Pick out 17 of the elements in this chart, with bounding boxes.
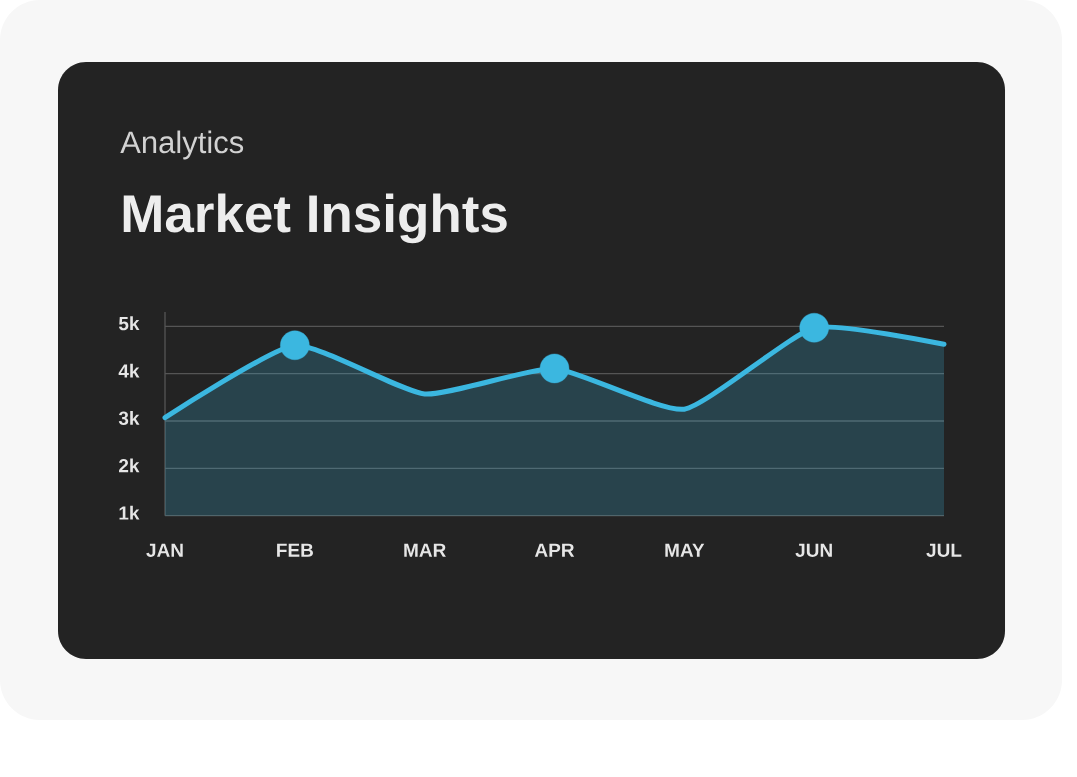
x-tick-label: JUL [926, 543, 962, 557]
point [799, 313, 829, 343]
x-tick-label: JAN [146, 543, 183, 557]
y-tick-label: 2k [119, 458, 140, 473]
y-tick-label: 1k [119, 505, 140, 520]
y-tick-label: 4k [118, 363, 140, 378]
y-tick-label: 3k [118, 411, 140, 426]
x-tick-label: MAR [404, 543, 446, 557]
y-tick-label: 5k [118, 316, 140, 331]
x-tick-label: MAY [665, 543, 705, 557]
point [539, 353, 570, 384]
x-tick-label: FEB [277, 543, 313, 557]
chart-title: Market Insights [123, 193, 507, 244]
chart-subtitle: Analytics [120, 130, 244, 160]
x-tick-label: JUN [795, 543, 832, 557]
x-tick-label: APR [534, 543, 575, 557]
point [280, 330, 310, 360]
